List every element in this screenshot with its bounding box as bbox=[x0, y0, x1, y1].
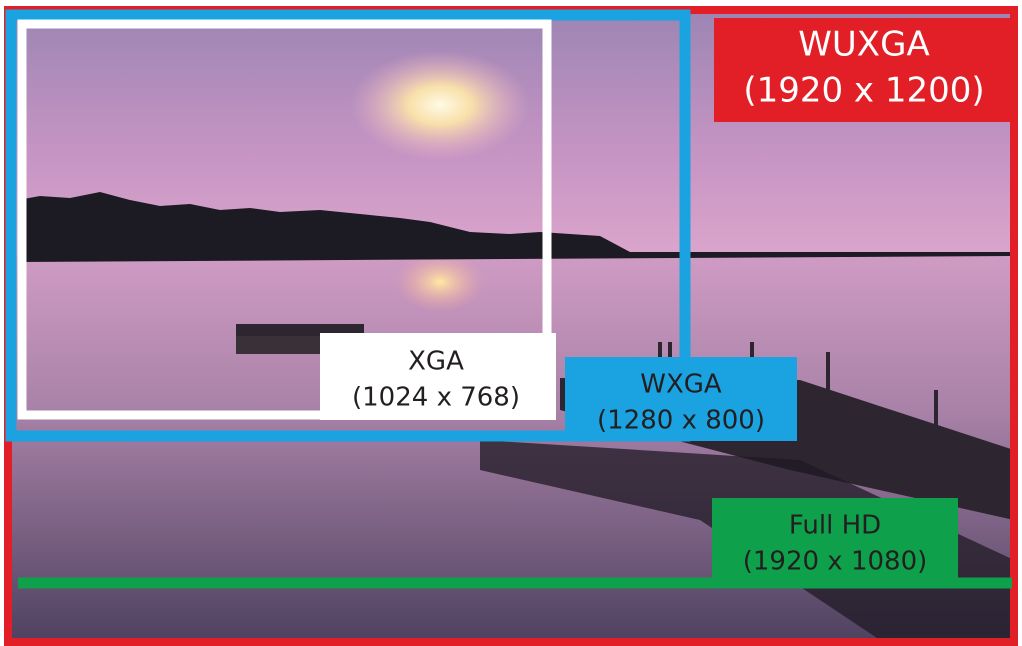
frame-resolution: (1280 x 800) bbox=[597, 406, 765, 436]
wxga-label: WXGA (1280 x 800) bbox=[565, 357, 797, 441]
frame-name: WUXGA bbox=[798, 25, 929, 65]
frame-resolution: (1920 x 1200) bbox=[743, 71, 984, 111]
frame-resolution: (1024 x 768) bbox=[352, 383, 520, 413]
xga-label: XGA (1024 x 768) bbox=[320, 333, 556, 420]
frame-name: XGA bbox=[408, 347, 464, 377]
full-hd-label: Full HD (1920 x 1080) bbox=[712, 498, 958, 580]
frame-name: Full HD bbox=[789, 511, 881, 541]
frame-name: WXGA bbox=[640, 370, 722, 400]
frame-resolution: (1920 x 1080) bbox=[743, 547, 928, 577]
wuxga-label: WUXGA (1920 x 1200) bbox=[714, 18, 1014, 122]
resolution-diagram: WUXGA (1920 x 1200) XGA (1024 x 768) WXG… bbox=[0, 0, 1022, 646]
